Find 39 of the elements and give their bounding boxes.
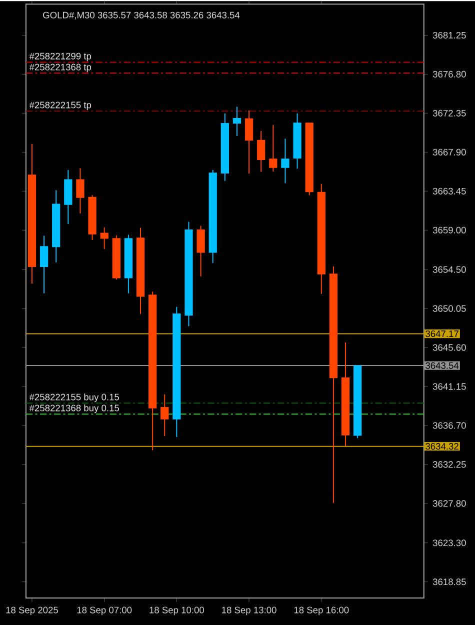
y-tick-label: 3681.25 [432, 32, 466, 39]
ref-line-label: #258221299 tp [29, 52, 91, 62]
ref-line-label: 3634.32 [426, 443, 458, 450]
ref-line-label: #258222155 tp [29, 102, 91, 110]
x-tick-label: 18 Sep 07:00 [77, 606, 132, 616]
candlestick [196, 225, 205, 277]
y-tick-label: 3627.80 [432, 500, 466, 507]
y-tick-label: 3645.60 [432, 344, 466, 351]
candlestick [269, 124, 278, 172]
x-tick-label: 18 Sep 13:00 [222, 606, 276, 616]
y-tick-label: 3641.15 [432, 383, 466, 390]
candlestick [256, 130, 266, 172]
y-tick-label: 3676.80 [432, 70, 466, 78]
y-tick-label: 3667.90 [432, 148, 466, 156]
ref-line-label: #258221368 tp [29, 64, 91, 72]
y-tick-label: 3659.00 [432, 226, 466, 234]
y-tick-label: 3632.25 [432, 461, 466, 468]
candlestick [40, 235, 48, 294]
x-tick-label: 18 Sep 16:00 [294, 606, 349, 616]
y-tick-label: 3663.45 [432, 188, 466, 194]
candlestick [232, 106, 241, 136]
x-tick-label: 18 Sep 10:00 [150, 606, 204, 616]
y-tick-label: 3650.05 [432, 305, 466, 312]
y-tick-label: 3623.30 [432, 540, 466, 546]
y-tick-label: 3672.35 [432, 110, 466, 116]
y-tick-label: 3636.70 [432, 422, 466, 429]
y-tick-label: 3654.50 [432, 266, 466, 273]
ref-line-label: #258222155 buy 0.15 [29, 394, 119, 402]
candlestick [244, 110, 254, 174]
candlestick [281, 138, 290, 184]
x-tick-label: 18 Sep 2025 [6, 606, 58, 616]
y-tick-label: 3618.85 [432, 578, 466, 586]
candlestick [160, 394, 169, 436]
ref-line-label: 3647.17 [426, 330, 458, 338]
text: GOLD#,M30 3635.57 3643.58 3635.26 3643.54 [42, 12, 240, 20]
ref-line-label: #258221368 buy 0.15 [29, 404, 119, 414]
candlestick [100, 227, 108, 250]
candlestick [76, 168, 84, 214]
ref-line-label: 3643.54 [426, 362, 459, 369]
